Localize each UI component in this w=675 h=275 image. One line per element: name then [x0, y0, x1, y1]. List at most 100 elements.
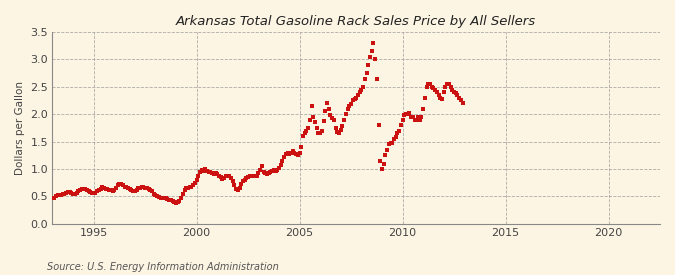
Point	[161, 196, 171, 200]
Point	[93, 188, 104, 192]
Point	[171, 201, 182, 205]
Point	[363, 63, 374, 67]
Point	[82, 188, 92, 192]
Point	[346, 102, 356, 106]
Point	[254, 168, 265, 172]
Point	[421, 85, 432, 89]
Point	[138, 185, 148, 189]
Point	[119, 184, 130, 189]
Point	[196, 168, 207, 172]
Point	[262, 172, 273, 177]
Point	[64, 190, 75, 194]
Point	[88, 191, 99, 195]
Point	[288, 149, 298, 154]
Point	[400, 112, 411, 116]
Point	[385, 141, 396, 145]
Point	[299, 131, 310, 136]
Point	[92, 189, 103, 193]
Point	[273, 166, 284, 170]
Point	[198, 169, 209, 173]
Point	[203, 170, 214, 174]
Point	[332, 130, 343, 134]
Point	[130, 189, 140, 193]
Point	[351, 95, 362, 100]
Point	[95, 186, 106, 191]
Point	[375, 159, 385, 163]
Point	[344, 104, 355, 108]
Point	[281, 152, 292, 156]
Point	[390, 135, 401, 139]
Point	[392, 131, 403, 136]
Point	[402, 112, 413, 116]
Point	[269, 168, 279, 172]
Point	[234, 186, 245, 190]
Point	[428, 86, 439, 90]
Point	[241, 176, 252, 180]
Point	[236, 182, 246, 186]
Point	[219, 176, 230, 180]
Point	[57, 192, 68, 196]
Point	[406, 115, 416, 119]
Point	[174, 199, 185, 203]
Point	[265, 170, 276, 174]
Point	[310, 120, 321, 125]
Point	[222, 173, 233, 178]
Point	[291, 152, 302, 156]
Point	[425, 82, 435, 86]
Point	[143, 186, 154, 191]
Point	[145, 188, 156, 192]
Point	[435, 95, 446, 100]
Point	[134, 185, 145, 190]
Point	[404, 111, 415, 115]
Point	[162, 196, 173, 201]
Point	[377, 167, 387, 171]
Point	[131, 188, 142, 192]
Point	[449, 90, 460, 94]
Point	[414, 117, 425, 122]
Point	[155, 195, 166, 200]
Point	[180, 188, 190, 192]
Point	[188, 183, 198, 188]
Point	[341, 112, 352, 116]
Point	[456, 98, 466, 103]
Point	[286, 150, 296, 155]
Point	[383, 142, 394, 147]
Point	[352, 93, 363, 97]
Point	[49, 195, 59, 200]
Point	[258, 170, 269, 174]
Point	[457, 101, 468, 105]
Point	[397, 117, 408, 122]
Point	[370, 57, 381, 62]
Point	[102, 187, 113, 191]
Point	[101, 186, 111, 191]
Point	[124, 186, 135, 191]
Point	[164, 197, 175, 202]
Point	[181, 186, 192, 190]
Point	[63, 190, 74, 194]
Point	[303, 126, 314, 130]
Point	[263, 171, 274, 176]
Point	[452, 93, 463, 97]
Point	[433, 93, 444, 97]
Point	[90, 190, 101, 195]
Point	[279, 155, 290, 159]
Point	[104, 188, 115, 192]
Point	[304, 117, 315, 122]
Point	[411, 117, 422, 122]
Point	[117, 183, 128, 188]
Point	[133, 186, 144, 190]
Point	[330, 126, 341, 130]
Point	[251, 173, 262, 178]
Point	[128, 189, 138, 193]
Point	[169, 200, 180, 204]
Point	[342, 106, 353, 111]
Text: Source: U.S. Energy Information Administration: Source: U.S. Energy Information Administ…	[47, 262, 279, 272]
Point	[442, 82, 453, 86]
Point	[317, 128, 327, 133]
Point	[335, 127, 346, 132]
Point	[250, 174, 261, 178]
Y-axis label: Dollars per Gallon: Dollars per Gallon	[15, 81, 25, 175]
Point	[298, 134, 308, 138]
Point	[225, 175, 236, 180]
Point	[184, 185, 195, 189]
